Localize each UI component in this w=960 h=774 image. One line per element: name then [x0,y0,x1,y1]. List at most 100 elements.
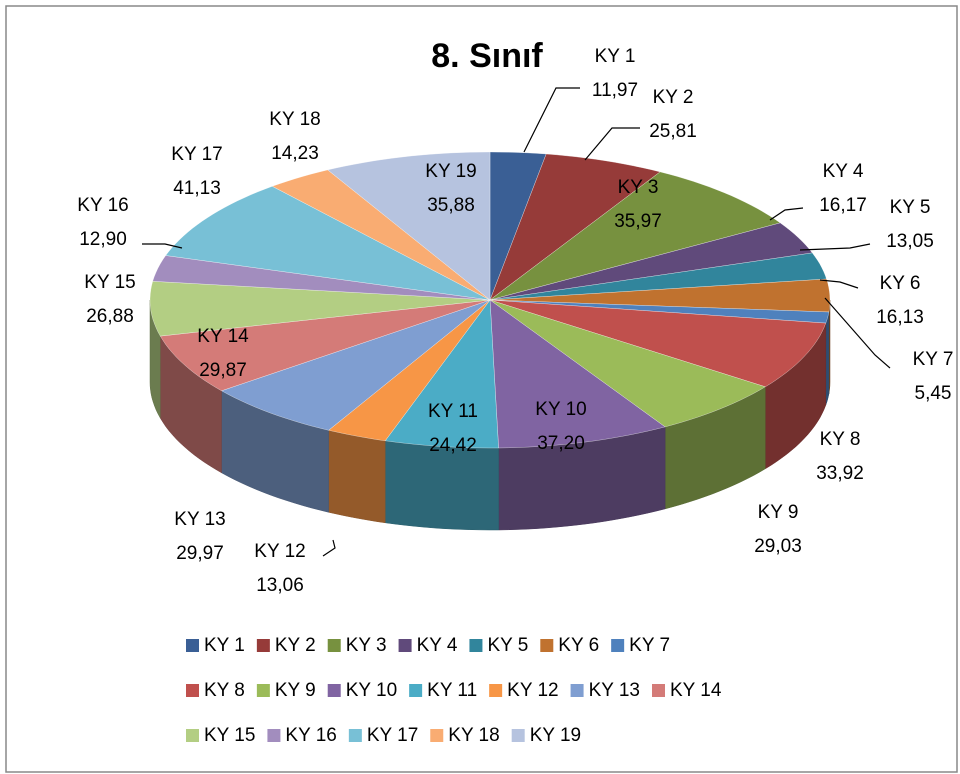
legend-label: KY 7 [629,635,670,656]
data-label-name: KY 14 [197,326,249,347]
pie-slice [327,151,491,301]
legend-swatch [469,639,483,652]
data-label-value: 41,13 [173,178,221,199]
data-label-name: KY 5 [890,197,931,218]
data-label-name: KY 1 [595,46,636,67]
data-label-name: KY 16 [77,195,128,216]
legend-label: KY 2 [275,635,316,656]
leader-line [824,297,891,369]
legend-label: KY 4 [417,635,458,656]
legend-label: KY 6 [558,635,599,656]
legend-swatch [348,729,362,742]
data-label-name: KY 8 [820,429,861,450]
legend-swatch [256,639,270,652]
leader-line [142,243,183,249]
legend-swatch [267,729,281,742]
data-label-name: KY 4 [823,161,864,182]
data-label-name: KY 13 [174,509,225,530]
data-label-value: 5,45 [915,383,952,404]
legend-swatch [327,684,341,697]
legend-label: KY 3 [346,635,387,656]
pie-slice [328,299,491,441]
pie-slice [489,222,813,301]
legend-swatch [409,684,423,697]
data-label-name: KY 17 [171,144,222,165]
legend-swatch [186,639,199,652]
legend-label: KY 14 [670,680,722,701]
pie-slice [489,299,666,449]
legend-swatch [570,684,584,697]
data-label-name: KY 2 [653,87,694,108]
pie-slice [221,299,491,431]
data-label-name: KY 7 [913,349,954,370]
legend-label: KY 15 [204,725,255,746]
pie-side [328,429,386,524]
legend-label: KY 17 [367,725,418,746]
data-label-name: KY 11 [428,401,478,422]
data-label-value: 16,13 [876,307,924,328]
pie-slice [489,299,766,428]
data-label-value: 13,06 [256,575,304,596]
pie-slice [160,299,491,391]
data-label-name: KY 15 [84,272,135,293]
legend-label: KY 11 [427,680,477,701]
data-label-value: 37,20 [537,433,585,454]
legend-swatch [186,684,199,697]
legend-label: KY 1 [204,635,245,656]
legend-swatch [256,684,270,697]
pie-slice [271,169,491,301]
pie-slice [489,252,827,301]
data-label-value: 26,88 [86,306,134,327]
pie-slice [489,299,827,387]
data-label-value: 14,23 [271,143,319,164]
data-label-value: 13,05 [886,231,934,252]
pie [149,151,831,531]
labels: KY 1 11,97 KY 2 25,81 KY 3 35,97 KY 4 16,17 KY 5… [77,46,953,596]
legend-swatch [327,639,341,652]
legend-label: KY 5 [487,635,528,656]
legend-swatch [611,639,625,652]
leader-line [819,279,859,289]
leader-line [769,207,804,221]
legend-label: KY 12 [507,680,558,701]
legend-swatch [186,729,199,742]
legend-label: KY 18 [448,725,499,746]
pie-side [825,311,830,406]
legend-label: KY 19 [530,725,581,746]
legend-label: KY 8 [204,680,245,701]
pie-slice [152,255,491,301]
legend-label: KY 10 [346,680,397,701]
legend-swatch [398,639,412,652]
pie-slice [149,281,491,337]
pie-slice [489,171,781,301]
leader-line [584,127,640,161]
data-label-name: KY 3 [618,177,659,198]
data-label-value: 25,81 [649,121,697,142]
data-label-value: 24,42 [429,435,477,456]
legend-swatch [540,639,554,652]
chart-title: 8. Sınıf [431,37,543,75]
pie-slice [384,299,499,449]
leader-line [523,87,580,153]
data-label-value: 12,90 [79,229,127,250]
data-label-name: KY 18 [269,109,320,130]
data-label-name: KY 19 [425,161,476,182]
legend-swatch [511,729,525,742]
data-label-value: 35,97 [614,211,662,232]
data-label-value: 29,03 [754,536,802,557]
pie-slice [165,186,491,301]
pie-slice [489,153,661,301]
pie-slice [489,278,831,313]
data-label-name: KY 10 [535,399,586,420]
legend-swatch [652,684,665,697]
pie-slice [489,151,547,301]
legend: KY 1 KY 2 KY 3 KY 4 KY 5 KY 6 KY 7 KY 8 KY 9 KY 1… [186,635,722,746]
leader-line [799,243,871,251]
data-label-name: KY 9 [758,502,799,523]
data-label-value: 29,97 [176,543,224,564]
data-label-value: 35,88 [427,195,475,216]
legend-label: KY 9 [275,680,316,701]
data-label-name: KY 12 [254,541,305,562]
data-label-value: 29,87 [199,360,247,381]
